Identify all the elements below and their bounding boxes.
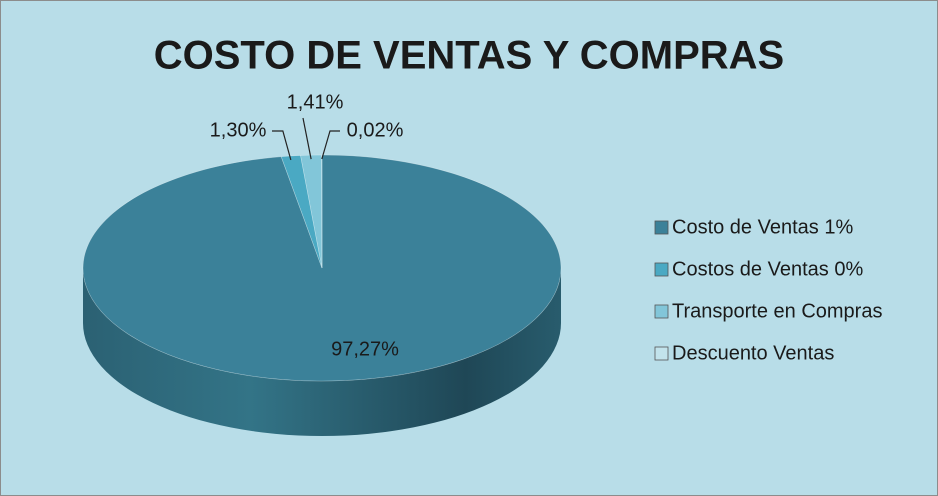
- legend-swatch: [654, 220, 669, 235]
- chart-title: COSTO DE VENTAS Y COMPRAS: [154, 34, 785, 78]
- data-label: 1,41%: [287, 91, 344, 113]
- leader-line: [302, 117, 312, 160]
- pie-side: [83, 268, 561, 436]
- legend-label: Costo de Ventas 1%: [672, 216, 853, 238]
- pie-slice: [280, 155, 323, 269]
- legend-label: Transporte en Compras: [672, 300, 882, 322]
- legend-label: Descuento Ventas: [672, 342, 834, 364]
- leader-line: [321, 130, 340, 160]
- pie-slice: [82, 154, 562, 382]
- legend-swatch: [654, 262, 669, 277]
- legend-swatch: [654, 304, 669, 319]
- pie-slice: [300, 154, 323, 269]
- data-label: 1,30%: [210, 119, 267, 141]
- data-label: 97,27%: [331, 338, 399, 360]
- leader-line: [272, 130, 292, 161]
- data-label: 0,02%: [347, 119, 404, 141]
- legend-swatch: [654, 346, 669, 361]
- legend-label: Costos de Ventas 0%: [672, 258, 863, 280]
